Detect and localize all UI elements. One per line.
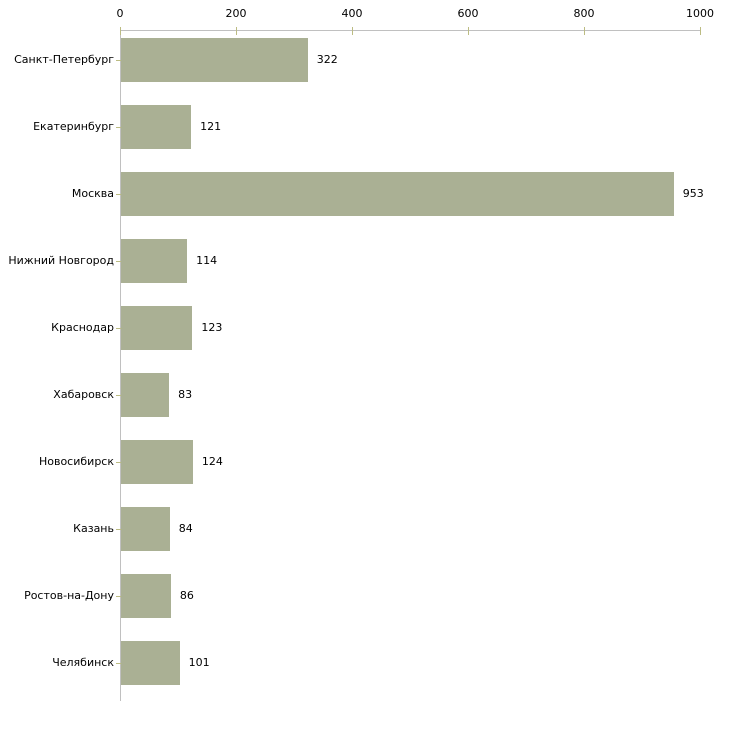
x-axis-tick [352,27,353,35]
y-axis-tick [116,462,123,463]
y-axis-tick [116,261,123,262]
y-axis-tick [116,194,123,195]
value-label: 84 [178,522,193,535]
category-label: Санкт-Петербург [14,53,114,66]
y-axis-tick [116,60,123,61]
y-axis-tick [116,395,123,396]
bar [121,38,308,82]
category-label: Екатеринбург [33,120,114,133]
category-label: Краснодар [51,321,114,334]
x-axis-tick [120,27,121,35]
category-label: Новосибирск [38,455,114,468]
x-axis-tick-label: 600 [457,7,479,20]
x-axis-tick [584,27,585,35]
category-label: Хабаровск [53,388,114,401]
bar [121,574,171,618]
category-label: Нижний Новгород [8,254,114,267]
category-label: Москва [71,187,114,200]
y-axis-tick [116,127,123,128]
bar [121,641,180,685]
value-label: 322 [316,53,338,66]
value-label: 86 [179,589,194,602]
x-axis-tick-label: 1000 [686,7,714,20]
x-axis-tick-label: 200 [225,7,247,20]
category-label: Челябинск [52,656,114,669]
value-label: 953 [682,187,704,200]
category-label: Казань [73,522,114,535]
x-axis-tick-label: 800 [573,7,595,20]
x-axis-tick [468,27,469,35]
bar [121,172,674,216]
x-axis-tick-label: 0 [116,7,124,20]
value-label: 114 [196,254,218,267]
value-label: 83 [178,388,193,401]
x-axis-line [120,30,701,31]
y-axis-tick [116,328,123,329]
bar [121,105,192,149]
bar [121,373,170,417]
bar [121,507,170,551]
bar [121,306,193,350]
x-axis-tick-label: 400 [341,7,363,20]
y-axis-tick [116,596,123,597]
value-label: 101 [188,656,210,669]
bar [121,440,193,484]
x-axis-tick [236,27,237,35]
value-label: 123 [201,321,223,334]
y-axis-line [120,30,121,701]
y-axis-tick [116,529,123,530]
y-axis-tick [116,663,123,664]
value-label: 124 [201,455,223,468]
value-label: 121 [200,120,222,133]
category-label: Ростов-на-Дону [24,589,114,602]
bar [121,239,188,283]
x-axis-tick [700,27,701,35]
